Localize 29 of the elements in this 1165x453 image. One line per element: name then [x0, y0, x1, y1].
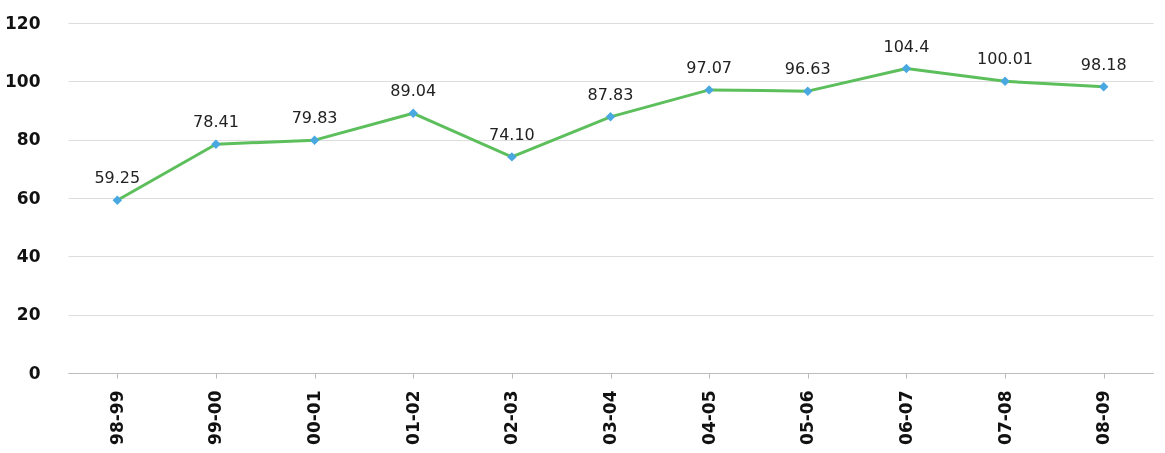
text: 98.18	[1080, 54, 1127, 74]
y-tick-label: 80	[16, 129, 41, 150]
x-tick-label: 06-07	[895, 390, 916, 445]
x-tick-label: 02-03	[501, 390, 522, 445]
y-tick-label: 20	[16, 304, 41, 325]
y-tick-label: 100	[5, 70, 41, 91]
text: 79.83	[291, 108, 338, 128]
text: 104.4	[883, 36, 930, 56]
x-tick-label: 08-09	[1093, 390, 1114, 445]
text: 96.63	[784, 59, 831, 79]
y-tick-label: 120	[5, 12, 41, 33]
x-tick-label: 03-04	[600, 390, 620, 445]
text: 78.41	[193, 112, 239, 132]
x-tick-label: 00-01	[304, 390, 325, 445]
x-tick-label: 98-99	[106, 390, 127, 445]
text: 74.10	[488, 124, 535, 144]
x-tick-label: 07-08	[994, 390, 1015, 445]
y-tick-label: 60	[16, 187, 41, 208]
x-tick-label: 99-00	[205, 390, 226, 445]
x-tick-label: 05-06	[797, 390, 818, 445]
text: 97.07	[686, 57, 733, 77]
text: 100.01	[977, 49, 1034, 69]
text: 87.83	[587, 84, 634, 104]
x-tick-label: 04-05	[698, 390, 719, 445]
x-tick-label: 01-02	[402, 390, 423, 445]
y-tick-label: 40	[16, 245, 41, 266]
text: 59.25	[94, 168, 141, 188]
y-tick-label: 0	[28, 362, 41, 383]
text: 89.04	[390, 81, 437, 101]
